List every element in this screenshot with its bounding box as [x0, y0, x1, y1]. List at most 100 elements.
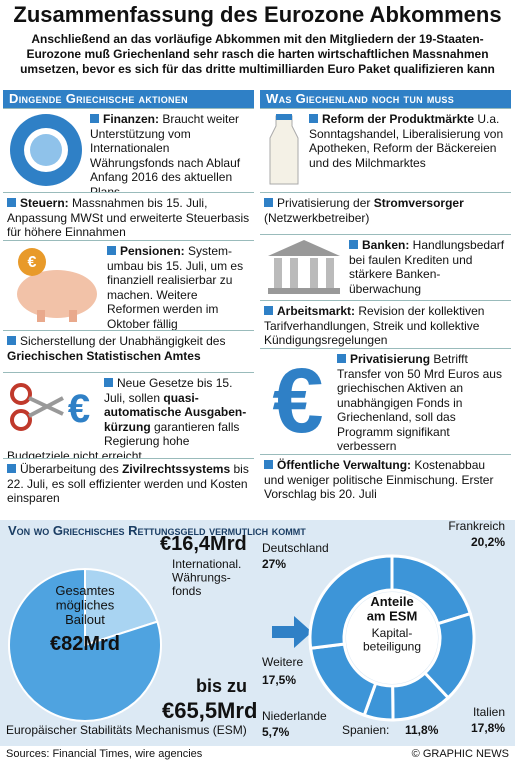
- piggy-icon: €: [17, 248, 97, 322]
- pie-slice: [84, 567, 159, 647]
- category-label: Europäischer Stabilitäts Mechanismus (ES…: [6, 723, 247, 737]
- pie-slice: [8, 567, 162, 722]
- item: € Pensionen: System­umbau bis 15. Juli, u…: [3, 240, 254, 330]
- left-column: Dingende Griechische aktionen Finanzen: …: [3, 90, 254, 518]
- scissors-icon: €: [10, 383, 90, 431]
- item-text: Griechischen Statistischen Amtes: [7, 348, 201, 363]
- item-text: Öffentliche Verwaltung:: [277, 458, 412, 472]
- value-label: 11,8%: [405, 723, 439, 737]
- value-label: 17,5%: [262, 673, 296, 687]
- item: Arbeitsmarkt: Revision der kollek­tiven …: [260, 300, 511, 348]
- pie-center-label-line: Gesamtes: [55, 583, 115, 598]
- item-text: Privatisierung: [350, 352, 431, 366]
- value-label-line: 17,8%: [471, 721, 505, 735]
- item-text: Kosten­abbau und weniger politische Ein­…: [264, 458, 494, 501]
- item: Sicherstellung der Unabhängigkeit des Gr…: [3, 330, 254, 372]
- item-text: Privatisierung der: [277, 196, 374, 210]
- right-heading: Was Giechenland noch tun muss: [260, 90, 511, 108]
- value-label-line: 27%: [262, 557, 286, 571]
- value-label-line: 20,2%: [471, 535, 505, 549]
- bullet: [337, 354, 346, 363]
- item: Finanzen: Braucht weiter Unterstützung v…: [3, 108, 254, 192]
- bullet: [7, 198, 16, 207]
- bullet: [7, 464, 16, 473]
- pie-center-label-line: Bailout: [65, 612, 105, 627]
- bullet: [264, 460, 273, 469]
- value-label: 17,8%: [471, 721, 505, 735]
- bullet: [107, 246, 116, 255]
- category-label-line: Deutschland: [262, 541, 329, 555]
- category-label-line: fonds: [172, 584, 201, 598]
- item: € Neue Gesetze bis 15. Juli, sollen quasi…: [3, 372, 254, 458]
- bottom-panel: Von wo Griechisches Rettungsgeld vermutl…: [0, 519, 515, 746]
- category-label-line: Europäischer Stabilitäts Mechanismus (ES…: [6, 723, 247, 737]
- pie-center-label: Gesamtes mögliches Bailout: [55, 583, 115, 627]
- value-label: €16,4Mrd: [160, 533, 247, 555]
- donut-center-sublabel-line: beteiligung: [363, 639, 421, 653]
- pie-center-value-line: €82Mrd: [50, 633, 120, 655]
- item-text: Finanzen:: [103, 112, 159, 126]
- donut-hole: [346, 592, 438, 684]
- value-label-line: 5,7%: [262, 725, 290, 739]
- pie-center-label-line: mögliches: [56, 598, 115, 613]
- bottom-heading: Von wo Griechisches Rettungsgeld vermutl…: [8, 523, 306, 538]
- category-label-line: Italien: [473, 705, 505, 719]
- item-text: quasi-automatische Ausgaben­kürzung: [104, 390, 247, 434]
- item: € Privatisierung Betrifft Transfer von 50…: [260, 348, 511, 454]
- credit: © GRAPHIC NEWS: [411, 748, 509, 760]
- svg-text:€: €: [28, 254, 37, 271]
- category-label-line: Weitere: [262, 655, 303, 669]
- svg-text:€: €: [272, 352, 323, 448]
- annotation-line: bis zu: [196, 676, 247, 696]
- value-label-line: 17,5%: [262, 673, 296, 687]
- annotation: bis zu: [196, 676, 247, 696]
- item-text: Neue Gesetze bis 15. Juli, sollen: [104, 376, 233, 405]
- bullet: [309, 114, 318, 123]
- value-label-line: €65,5Mrd: [162, 698, 257, 723]
- bullet: [104, 378, 113, 387]
- bullet: [7, 336, 16, 345]
- item-text: System­umbau bis 15. Juli, um es finanzi…: [107, 244, 244, 330]
- item-text: Steuern:: [20, 196, 69, 210]
- item-text: Massnahmen bis 15. Juli, Anpassung MWSt …: [7, 196, 250, 239]
- donut-center-sublabel: Kapital-beteiligung: [363, 626, 421, 653]
- category-label-line: Frankreich: [448, 520, 505, 533]
- item: Banken: Handlungsbe­darf bei faulen Kred…: [260, 234, 511, 300]
- item-text: Braucht weiter Unterstützung vom Interna…: [90, 112, 241, 192]
- item-text: Handlungsbe­darf bei faulen Krediten und…: [349, 238, 505, 296]
- item-text: Banken:: [362, 238, 410, 252]
- value-label-line: 11,8%: [405, 723, 439, 737]
- arrow: [272, 616, 312, 648]
- imf-logo: [10, 114, 82, 186]
- milk-icon: [269, 114, 299, 185]
- item: Reform der Produktmärkte U.a. Sonntagsha…: [260, 108, 511, 192]
- item-text: Zivilrechts­systems: [122, 462, 231, 476]
- value-label: 5,7%: [262, 725, 290, 739]
- donut-center-label: Anteile am ESM: [367, 594, 418, 624]
- item-text: Revision der kollek­tiven Tarifverhandlu…: [264, 304, 485, 347]
- item-text: Reform der Produktmärkte: [322, 112, 475, 126]
- item-text: U.a. Sonntagshandel, Liberali­sierung vo…: [309, 112, 504, 170]
- category-label: Spanien:: [342, 723, 389, 737]
- item: Überarbeitung des Zivilrechts­systems bi…: [3, 458, 254, 518]
- item: Öffentliche Verwaltung: Kosten­abbau und…: [260, 454, 511, 518]
- donut-center-label-line: am ESM: [367, 609, 418, 624]
- value-label: 27%: [262, 557, 286, 571]
- item-text: Pensionen:: [120, 244, 185, 258]
- item: Privatisierung der Stromversorger (Netzw…: [260, 192, 511, 234]
- pie-center-value: €82Mrd: [50, 633, 120, 655]
- bank-icon: [268, 240, 340, 294]
- bullet: [264, 198, 273, 207]
- category-label-line: Niederlande: [262, 709, 327, 723]
- category-label: International. Währungs-fonds: [172, 557, 241, 598]
- item-text: Sicherstellung der Unabhängigkeit des: [20, 334, 226, 348]
- item-text: Stromversorger: [373, 196, 464, 210]
- category-label: Niederlande: [262, 709, 327, 723]
- value-label: 20,2%: [471, 535, 505, 549]
- category-label: Weitere: [262, 655, 303, 669]
- title: Zusammenfassung des Eurozone Abkommens: [13, 2, 502, 27]
- left-heading: Dingende Griechische aktionen: [3, 90, 254, 108]
- donut-center-sublabel-line: Kapital-: [372, 626, 413, 640]
- value-label: €65,5Mrd: [162, 698, 257, 723]
